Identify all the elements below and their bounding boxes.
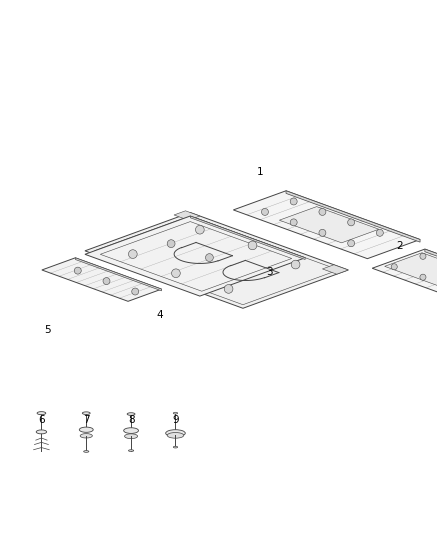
Ellipse shape xyxy=(37,411,46,415)
Ellipse shape xyxy=(124,428,138,433)
Circle shape xyxy=(376,229,383,236)
Text: 2: 2 xyxy=(396,240,403,251)
Ellipse shape xyxy=(124,434,138,439)
Circle shape xyxy=(261,208,268,215)
Polygon shape xyxy=(322,265,348,274)
Ellipse shape xyxy=(79,427,93,432)
Polygon shape xyxy=(425,249,438,283)
Circle shape xyxy=(319,208,326,215)
Circle shape xyxy=(391,264,397,270)
Text: 3: 3 xyxy=(266,266,272,277)
Circle shape xyxy=(290,198,297,205)
Ellipse shape xyxy=(166,430,185,437)
Circle shape xyxy=(420,253,426,260)
Circle shape xyxy=(172,269,180,278)
Text: 7: 7 xyxy=(83,415,89,425)
Circle shape xyxy=(128,250,137,259)
Text: 6: 6 xyxy=(38,415,45,425)
Ellipse shape xyxy=(36,430,47,434)
Ellipse shape xyxy=(128,450,134,451)
Polygon shape xyxy=(233,191,420,259)
Ellipse shape xyxy=(80,434,92,438)
Polygon shape xyxy=(85,216,305,296)
Polygon shape xyxy=(372,249,438,300)
Polygon shape xyxy=(174,211,200,220)
Circle shape xyxy=(103,278,110,285)
Polygon shape xyxy=(279,207,379,243)
Circle shape xyxy=(348,240,355,247)
Polygon shape xyxy=(286,191,420,242)
Polygon shape xyxy=(190,216,305,260)
Circle shape xyxy=(74,267,81,274)
Text: 4: 4 xyxy=(157,310,163,320)
Ellipse shape xyxy=(82,412,90,415)
Circle shape xyxy=(224,285,233,293)
Circle shape xyxy=(248,241,257,250)
Ellipse shape xyxy=(127,413,135,415)
Circle shape xyxy=(420,274,426,280)
Polygon shape xyxy=(85,213,348,308)
Circle shape xyxy=(319,229,326,236)
Polygon shape xyxy=(385,253,438,294)
Circle shape xyxy=(348,219,355,226)
Ellipse shape xyxy=(173,446,178,448)
Polygon shape xyxy=(42,258,162,301)
Text: 9: 9 xyxy=(172,415,179,425)
Ellipse shape xyxy=(84,450,89,453)
Circle shape xyxy=(167,240,175,247)
Ellipse shape xyxy=(173,413,178,414)
Polygon shape xyxy=(75,258,162,291)
Circle shape xyxy=(290,219,297,226)
Circle shape xyxy=(132,288,139,295)
Text: 8: 8 xyxy=(128,415,134,425)
Circle shape xyxy=(291,260,300,269)
Circle shape xyxy=(205,254,213,262)
Text: 1: 1 xyxy=(257,167,264,176)
Circle shape xyxy=(195,225,204,234)
Ellipse shape xyxy=(167,433,184,438)
Text: 5: 5 xyxy=(44,325,50,335)
